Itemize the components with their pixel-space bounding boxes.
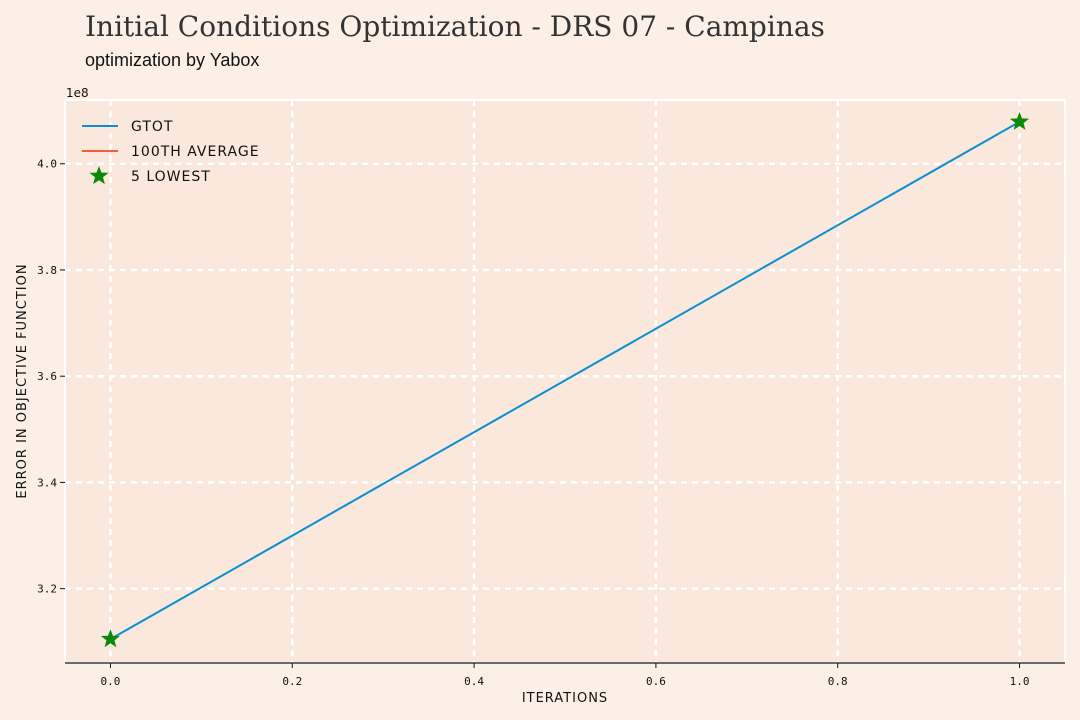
- series-line-0: [109, 120, 1021, 640]
- legend-label-1: 100TH AVERAGE: [131, 144, 260, 160]
- legend-label-0: GTOT: [131, 119, 173, 135]
- y-tick-label-3: 3.8: [37, 264, 57, 277]
- x-tick-label-3: 0.6: [646, 675, 666, 688]
- series-layer: [100, 111, 1030, 648]
- x-tick-label-5: 1.0: [1010, 675, 1030, 688]
- y-ticks: 3.2 3.4 3.6 3.8 4.0: [37, 158, 65, 596]
- legend-label-2: 5 LOWEST: [131, 169, 211, 185]
- y-axis-label: ERROR IN OBJECTIVE FUNCTION: [15, 263, 30, 498]
- chart-title: Initial Conditions Optimization - DRS 07…: [85, 10, 825, 43]
- y-tick-label-0: 3.2: [37, 583, 57, 596]
- series-point-2-1: [1010, 111, 1030, 130]
- series-point-2-0: [100, 629, 120, 648]
- x-ticks: 0.0 0.2 0.4 0.6 0.8 1.0: [101, 663, 1030, 688]
- x-tick-label-0: 0.0: [101, 675, 121, 688]
- legend: GTOT 100TH AVERAGE 5 LOWEST: [82, 119, 260, 185]
- y-tick-label-2: 3.6: [37, 370, 57, 383]
- y-tick-label-4: 4.0: [37, 158, 57, 171]
- chart-subtitle: optimization by Yabox: [85, 50, 260, 70]
- x-axis-label: ITERATIONS: [522, 691, 608, 706]
- y-offset-label: 1e8: [66, 86, 89, 100]
- grid: [64, 99, 1066, 664]
- legend-swatch-2: [89, 166, 109, 185]
- y-tick-label-1: 3.4: [37, 476, 57, 489]
- x-tick-label-2: 0.4: [464, 675, 484, 688]
- x-tick-label-1: 0.2: [282, 675, 302, 688]
- x-tick-label-4: 0.8: [828, 675, 848, 688]
